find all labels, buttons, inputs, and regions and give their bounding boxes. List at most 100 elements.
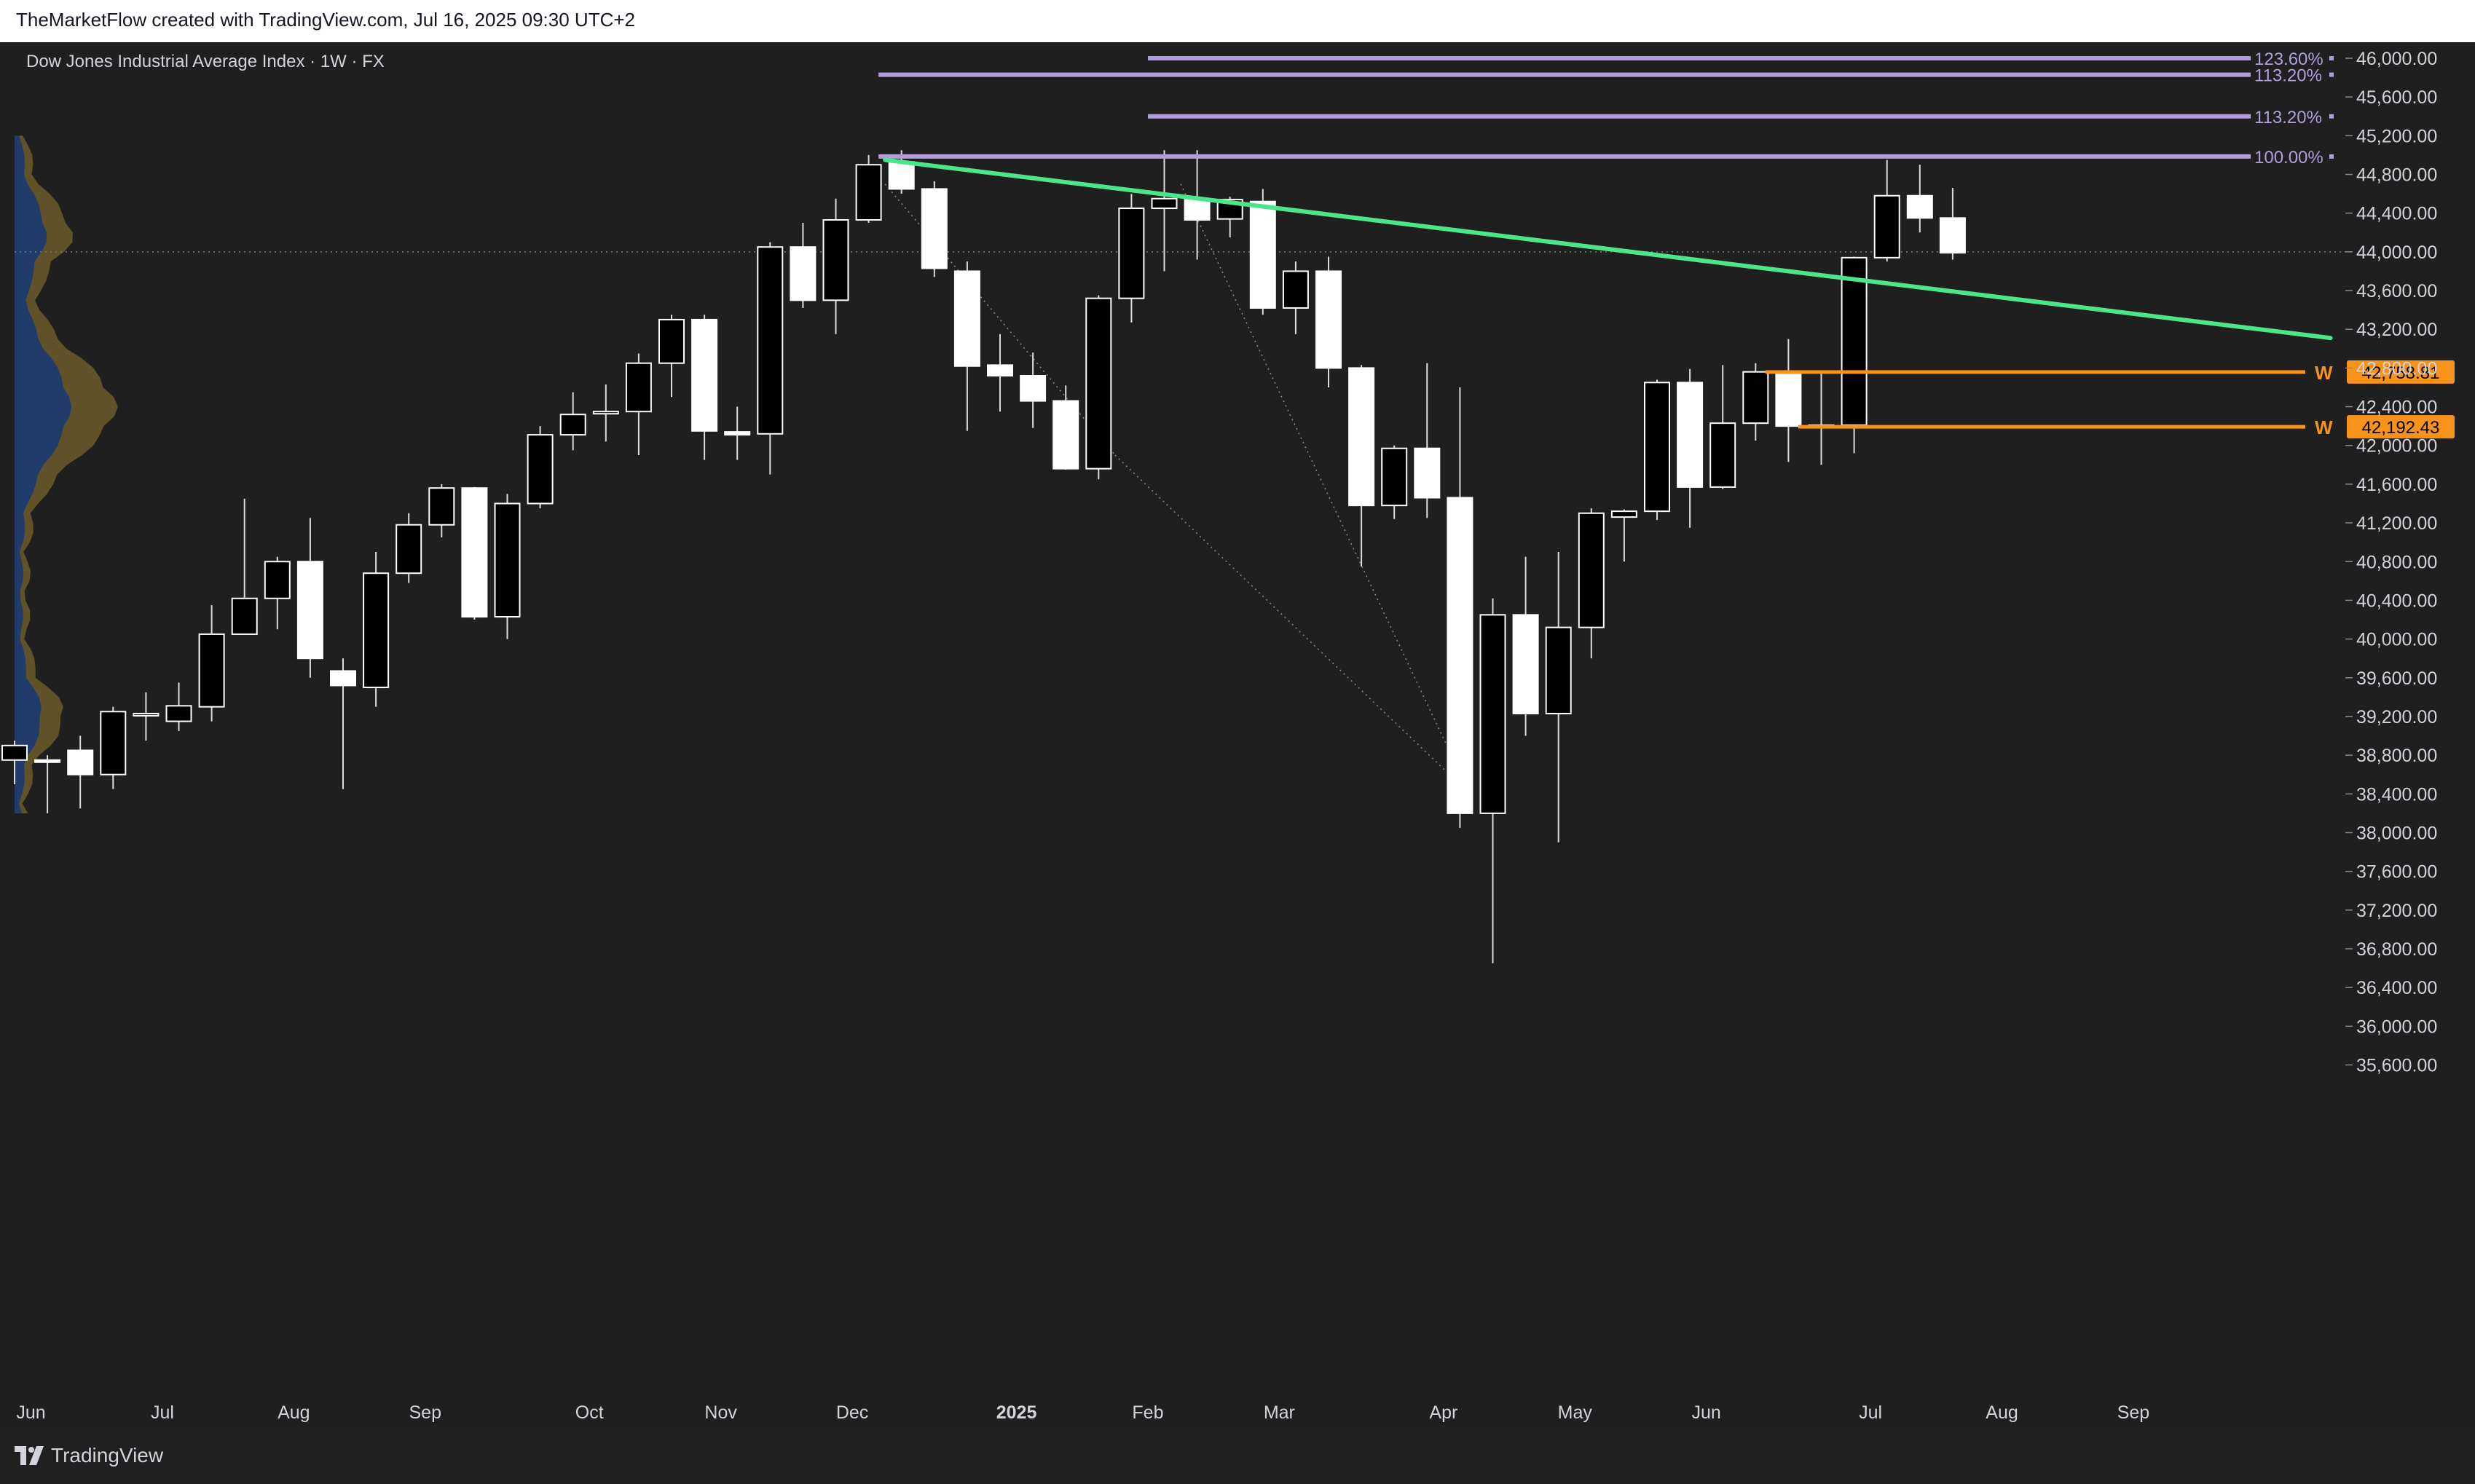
y-axis-tick-label: 41,200.00 bbox=[2356, 513, 2437, 534]
y-axis-tick-label: 45,200.00 bbox=[2356, 126, 2437, 146]
fib-levels[interactable]: 123.60%113.20%113.20%100.00% bbox=[878, 50, 2334, 167]
attribution-text: TheMarketFlow created with TradingView.c… bbox=[16, 9, 636, 31]
y-axis-tick-label: 38,000.00 bbox=[2356, 823, 2437, 843]
time-axis[interactable]: Jun Jul Aug Sep Oct Nov Dec 2025 Feb Mar Apr May Jun… bbox=[16, 1402, 2149, 1423]
candle-body bbox=[428, 487, 455, 526]
candle-body bbox=[559, 414, 586, 436]
candle-body bbox=[1644, 382, 1670, 513]
candle-body bbox=[1479, 614, 1506, 814]
candle bbox=[855, 154, 882, 223]
candle bbox=[1841, 256, 1868, 454]
trendline[interactable] bbox=[883, 157, 2333, 341]
candle-body bbox=[396, 524, 422, 575]
y-axis-tick-label: 43,600.00 bbox=[2356, 281, 2437, 301]
candle-body bbox=[1414, 447, 1441, 499]
candle-body bbox=[363, 572, 390, 689]
candle-body bbox=[1085, 297, 1112, 470]
candle bbox=[1545, 551, 1572, 842]
candle-body bbox=[494, 502, 521, 618]
x-axis-tick-label: Sep bbox=[2117, 1402, 2149, 1423]
candle bbox=[888, 150, 915, 194]
candle-body bbox=[1512, 614, 1539, 714]
candle bbox=[1414, 363, 1441, 518]
candle-body bbox=[790, 246, 817, 301]
y-axis-tick-label: 42,800.00 bbox=[2356, 358, 2437, 379]
candle bbox=[757, 242, 784, 475]
tradingview-logo[interactable]: TradingView bbox=[15, 1444, 163, 1467]
x-axis-tick-label: Apr bbox=[1429, 1402, 1457, 1423]
fib-level-marker bbox=[2329, 114, 2334, 119]
x-axis-tick-label: Mar bbox=[1264, 1402, 1295, 1423]
y-axis-tick-label: 36,400.00 bbox=[2356, 978, 2437, 998]
candle-body bbox=[527, 434, 554, 505]
candle-body bbox=[1775, 371, 1802, 427]
x-axis-tick-label: Jun bbox=[1691, 1402, 1720, 1423]
dotted-projection-line bbox=[1114, 454, 1471, 794]
x-axis-tick-label: May bbox=[1558, 1402, 1593, 1423]
y-axis-tick-label: 44,000.00 bbox=[2356, 242, 2437, 263]
candle bbox=[1447, 387, 1473, 828]
candle bbox=[133, 692, 160, 741]
candles bbox=[1, 150, 1966, 963]
candle bbox=[363, 551, 390, 707]
candle-body bbox=[133, 712, 160, 717]
candle bbox=[67, 735, 94, 809]
y-axis-tick-label: 40,800.00 bbox=[2356, 552, 2437, 572]
candle-body bbox=[1282, 270, 1309, 309]
candle bbox=[1118, 194, 1145, 323]
candle-body bbox=[1742, 371, 1769, 425]
candle bbox=[724, 406, 751, 460]
candle bbox=[1020, 352, 1047, 428]
candle-body bbox=[1610, 510, 1637, 518]
candle bbox=[1906, 165, 1933, 233]
candle bbox=[1348, 365, 1375, 567]
fib-level-label: 100.00% bbox=[2254, 148, 2323, 167]
tradingview-logo-icon bbox=[15, 1446, 44, 1465]
candle-body bbox=[953, 270, 980, 367]
candle-body bbox=[296, 561, 323, 660]
weekly-level-price-badge bbox=[2347, 415, 2455, 439]
candle-body bbox=[921, 188, 948, 269]
trendline-group[interactable] bbox=[883, 157, 2333, 341]
candle-body bbox=[1348, 367, 1375, 507]
candle bbox=[921, 181, 948, 277]
candle bbox=[658, 315, 685, 398]
candle-body bbox=[625, 362, 652, 413]
x-axis-tick-label: 2025 bbox=[996, 1402, 1037, 1423]
candle bbox=[1381, 445, 1408, 519]
candle-body bbox=[1873, 194, 1900, 258]
candle bbox=[1479, 598, 1506, 963]
candle-body bbox=[1315, 270, 1342, 369]
candle-body bbox=[592, 411, 619, 415]
y-axis-tick-label: 37,600.00 bbox=[2356, 862, 2437, 883]
chart-title: Dow Jones Industrial Average Index · 1W … bbox=[26, 52, 385, 71]
candle bbox=[987, 333, 1013, 412]
candle bbox=[1282, 261, 1309, 334]
candle-body bbox=[34, 759, 61, 763]
candle bbox=[494, 494, 521, 639]
candle bbox=[296, 518, 323, 678]
dotted-projection-line bbox=[1180, 183, 1471, 794]
candle-body bbox=[888, 161, 915, 190]
candle bbox=[198, 605, 225, 722]
candle-body bbox=[1447, 497, 1473, 814]
y-axis-tick-label: 36,000.00 bbox=[2356, 1017, 2437, 1037]
weekly-levels[interactable]: W 42,758.81 W 42,192.43 bbox=[1765, 360, 2455, 439]
candle-body bbox=[198, 633, 225, 708]
candle-body bbox=[1939, 217, 1966, 254]
candle bbox=[264, 556, 291, 630]
candle-body bbox=[165, 705, 192, 722]
x-axis-tick-label: Oct bbox=[575, 1402, 604, 1423]
candle bbox=[396, 513, 422, 583]
y-axis-tick-label: 46,000.00 bbox=[2356, 49, 2437, 69]
candle-body bbox=[264, 561, 291, 599]
candle-body bbox=[658, 318, 685, 364]
candle bbox=[625, 353, 652, 456]
y-axis-tick-label: 36,800.00 bbox=[2356, 939, 2437, 960]
price-axis[interactable]: 35,600.00 36,000.00 36,400.00 36,800.00 37,2… bbox=[2345, 49, 2437, 1076]
tradingview-logo-text: TradingView bbox=[51, 1444, 164, 1467]
weekly-level-tag: W bbox=[2315, 417, 2333, 438]
x-axis-tick-label: Dec bbox=[836, 1402, 868, 1423]
candle-body bbox=[757, 246, 784, 435]
